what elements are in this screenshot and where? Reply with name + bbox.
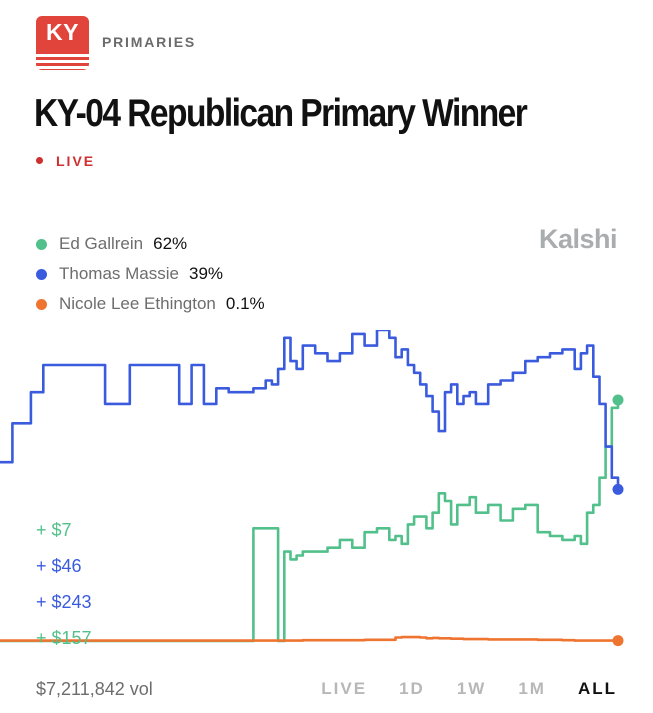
series-endpoint-1 bbox=[612, 483, 624, 495]
volume-tick-label: + $46 bbox=[36, 556, 82, 576]
legend-dot-icon bbox=[36, 268, 47, 280]
state-badge: KY bbox=[36, 16, 89, 70]
live-status: LIVE bbox=[56, 153, 96, 169]
legend-name: Thomas Massie bbox=[59, 264, 179, 283]
range-all-button[interactable]: ALL bbox=[577, 679, 617, 698]
legend-item: Thomas Massie 39% bbox=[36, 259, 265, 289]
legend: Ed Gallrein 62% Thomas Massie 39% Nicole… bbox=[36, 229, 265, 319]
section-label[interactable]: PRIMARIES bbox=[102, 34, 196, 50]
legend-dot-icon bbox=[36, 298, 47, 310]
legend-item: Nicole Lee Ethington 0.1% bbox=[36, 289, 265, 319]
badge-stripe bbox=[36, 54, 89, 57]
series-endpoint-0 bbox=[612, 394, 624, 406]
badge-stripe bbox=[36, 66, 89, 69]
legend-pct: 39% bbox=[188, 264, 224, 283]
total-volume: $7,211,842 vol bbox=[36, 679, 153, 699]
legend-dot-icon bbox=[36, 238, 47, 250]
series-line-1 bbox=[0, 330, 620, 490]
range-1d-button[interactable]: 1D bbox=[399, 679, 425, 698]
legend-item: Ed Gallrein 62% bbox=[36, 229, 265, 259]
range-1m-button[interactable]: 1M bbox=[518, 679, 546, 698]
range-live-button[interactable]: LIVE bbox=[321, 679, 368, 698]
badge-stripe bbox=[36, 60, 89, 63]
range-1w-button[interactable]: 1W bbox=[456, 679, 487, 698]
legend-pct: 62% bbox=[153, 234, 188, 253]
legend-pct: 0.1% bbox=[225, 294, 265, 313]
legend-name: Ed Gallrein bbox=[59, 234, 144, 253]
volume-tick-label: + $7 bbox=[36, 520, 72, 540]
series-line-2 bbox=[0, 635, 618, 642]
legend-name: Nicole Lee Ethington bbox=[59, 294, 216, 313]
live-dot-icon bbox=[36, 157, 43, 164]
page-title: KY-04 Republican Primary Winner bbox=[34, 92, 528, 135]
series-line-0 bbox=[0, 400, 620, 643]
time-range-selector: LIVE 1D 1W 1M ALL bbox=[289, 679, 617, 699]
badge-text: KY bbox=[46, 19, 79, 45]
series-endpoint-2 bbox=[612, 635, 624, 647]
volume-tick-label: + $157 bbox=[36, 628, 92, 648]
volume-tick-label: + $243 bbox=[36, 592, 92, 612]
price-chart bbox=[0, 330, 624, 647]
kalshi-logo: Kalshi bbox=[538, 224, 618, 254]
